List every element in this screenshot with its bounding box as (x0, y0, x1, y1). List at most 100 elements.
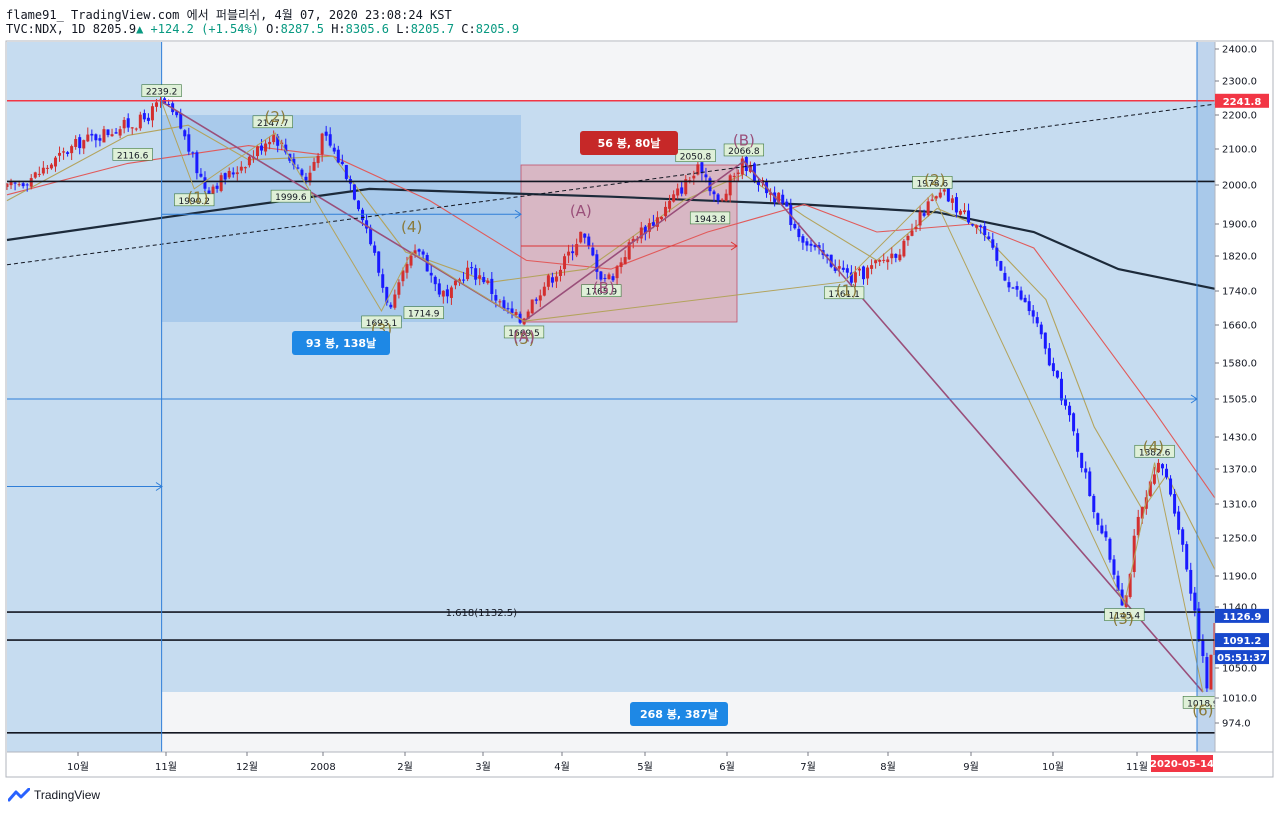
candle-body (1209, 654, 1213, 690)
candle-body (1160, 464, 1164, 469)
time-tick-label: 4월 (554, 761, 570, 773)
candle-body (17, 184, 21, 186)
candle-body (1088, 471, 1092, 497)
candle-body (70, 146, 74, 154)
candle-body (853, 272, 857, 283)
wave-label: (4) (401, 218, 422, 236)
open-value: 8287.5 (280, 22, 324, 36)
candle-body (268, 141, 272, 145)
time-tick-label: 2008 (310, 762, 335, 773)
time-tick-label: 9월 (963, 761, 979, 773)
candle-body (502, 300, 506, 310)
candle-body (700, 162, 704, 174)
wave-label: (1) (836, 281, 857, 299)
candle-body (833, 267, 837, 271)
candle-body (356, 200, 360, 210)
candle-body (385, 287, 389, 303)
symbol-label[interactable]: TVC:NDX, 1D (6, 22, 86, 36)
candle-body (575, 244, 579, 256)
price-marker-label: 2116.6 (117, 151, 149, 161)
candle-body (336, 149, 340, 163)
candle-body (599, 271, 603, 280)
candle-body (114, 132, 118, 134)
candle-body (126, 118, 130, 128)
time-tick-label: 11월 (155, 761, 177, 773)
candle-body (1140, 506, 1144, 519)
candle-body (352, 184, 356, 200)
price-tick-label: 1660.0 (1222, 321, 1257, 332)
candle-body (894, 253, 898, 258)
candle-body (538, 295, 542, 301)
candle-body (732, 175, 736, 177)
candle-body (979, 225, 983, 228)
price-tick-label: 974.0 (1222, 719, 1251, 730)
candle-body (340, 161, 344, 165)
tradingview-brand[interactable]: TradingView (8, 788, 100, 802)
candle-body (312, 161, 316, 171)
price-marker-label: 1761.1 (828, 290, 860, 300)
candle-body (720, 199, 724, 201)
price-tick-label: 2000.0 (1222, 181, 1257, 192)
candle-body (1104, 531, 1108, 538)
candle-body (906, 235, 910, 241)
time-axis-ticks: 10월 11월 12월 2008 2월 3월 4월 5월 6월 7월 8월 9월 10월 11월 (67, 752, 1148, 773)
candle-body (866, 267, 870, 279)
low-label: L: (396, 22, 411, 36)
candle-body (914, 226, 918, 229)
time-axis[interactable] (7, 752, 1273, 776)
candle-body (954, 197, 958, 213)
time-tick-label: 3월 (475, 761, 491, 773)
candle-body (272, 134, 276, 143)
candle-body (49, 164, 53, 169)
price-tick-label: 1010.0 (1222, 694, 1257, 705)
candle-body (554, 276, 558, 282)
candle-body (1059, 378, 1063, 401)
candle-body (849, 272, 853, 283)
candle-body (45, 167, 49, 169)
candle-body (207, 190, 211, 194)
candle-body (1047, 348, 1051, 366)
candle-body (328, 134, 332, 146)
candle-body (146, 117, 150, 121)
candle-body (231, 172, 235, 175)
candle-body (37, 173, 41, 175)
candle-body (862, 266, 866, 280)
close-value: 8205.9 (475, 22, 520, 36)
candle-body (623, 257, 627, 265)
candle-body (110, 134, 114, 137)
candle-body (510, 308, 514, 314)
candle-body (9, 181, 13, 186)
candle-body (655, 217, 659, 227)
time-tick-label: 6월 (719, 761, 735, 773)
candle-body (264, 143, 268, 152)
candle-body (672, 194, 676, 202)
candle-body (203, 177, 207, 189)
price-marker-box (1104, 608, 1145, 621)
candle-body (405, 264, 409, 273)
candle-body (781, 194, 785, 204)
candle-body (845, 268, 849, 273)
price-tick-label: 2100.0 (1222, 145, 1257, 156)
candle-body (1197, 608, 1201, 640)
candle-body (514, 312, 518, 315)
candle-body (1007, 282, 1011, 288)
change-value: +124.2 (+1.54%) (150, 22, 259, 36)
candle-body (785, 201, 789, 207)
candle-body (1185, 544, 1189, 570)
candle-body (276, 136, 280, 146)
candle-body (607, 274, 611, 280)
candle-body (134, 128, 138, 130)
ohlc-legend: TVC:NDX, 1D 8205.9▲ +124.2 (+1.54%) O:82… (6, 22, 519, 36)
candle-body (1003, 272, 1007, 281)
price-tick-label: 2200.0 (1222, 111, 1257, 122)
time-tick-label: 5월 (637, 761, 653, 773)
wave-trend-line (161, 101, 1204, 693)
candle-body (950, 198, 954, 203)
price-marker-label: 1693.1 (366, 319, 398, 329)
candle-body (1092, 495, 1096, 513)
close-label: C: (461, 22, 476, 36)
candle-body (571, 251, 575, 254)
candle-body (1108, 538, 1112, 560)
candle-body (449, 287, 453, 298)
